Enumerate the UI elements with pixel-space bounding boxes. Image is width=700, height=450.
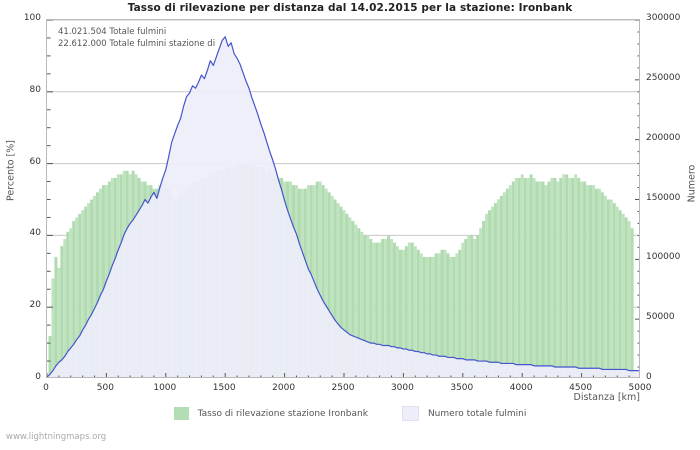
y-tick-label-right: 50000	[646, 312, 675, 323]
x-tick-label: 1000	[153, 383, 177, 393]
y-tick-label-right: 200000	[646, 132, 681, 143]
y-axis-right-label: Numero	[686, 164, 698, 203]
x-tick-label: 500	[96, 383, 114, 393]
footer-watermark: www.lightningmaps.org	[6, 432, 107, 442]
x-axis-label: Distanza [km]	[573, 392, 640, 403]
legend-swatch-0	[173, 407, 189, 420]
x-tick-label: 2000	[272, 383, 296, 393]
x-tick-label: 1500	[212, 383, 236, 393]
x-tick-label: 5000	[628, 383, 652, 393]
x-tick-label: 3000	[390, 383, 414, 393]
y-tick-label-right: 300000	[646, 13, 681, 23]
y-tick-label-right: 250000	[646, 72, 681, 83]
legend-swatch-1	[401, 406, 419, 421]
x-tick-label: 4000	[509, 383, 533, 393]
legend-item-0[interactable]: Tasso di rilevazione stazione Ironbank	[173, 407, 368, 420]
y-tick-label-left: 40	[29, 228, 41, 239]
legend-label-1: Numero totale fulmini	[427, 408, 527, 419]
chart-title: Tasso di rilevazione per distanza dal 14…	[127, 2, 573, 14]
y-tick-label-left: 20	[29, 300, 41, 311]
y-axis-left-label: Percento [%]	[5, 139, 17, 202]
y-tick-label-left: 100	[23, 13, 41, 23]
legend-item-1[interactable]: Numero totale fulmini	[401, 406, 527, 421]
y-tick-label-left: 60	[29, 156, 41, 167]
y-tick-label-right: 0	[646, 372, 652, 382]
x-tick-label: 3500	[450, 383, 474, 393]
plot-svg	[47, 20, 639, 377]
plot-area	[46, 19, 640, 378]
y-tick-label-right: 150000	[646, 192, 681, 203]
x-tick-label: 2500	[331, 383, 355, 393]
y-tick-label-left: 0	[35, 372, 41, 382]
y-tick-label-left: 80	[29, 84, 41, 95]
x-tick-label: 0	[43, 383, 49, 393]
x-tick-label: 4500	[569, 383, 593, 393]
y-tick-label-right: 100000	[646, 252, 681, 263]
legend-label-0: Tasso di rilevazione stazione Ironbank	[197, 408, 368, 419]
chart-legend: Tasso di rilevazione stazione Ironbank Nu…	[0, 406, 700, 421]
